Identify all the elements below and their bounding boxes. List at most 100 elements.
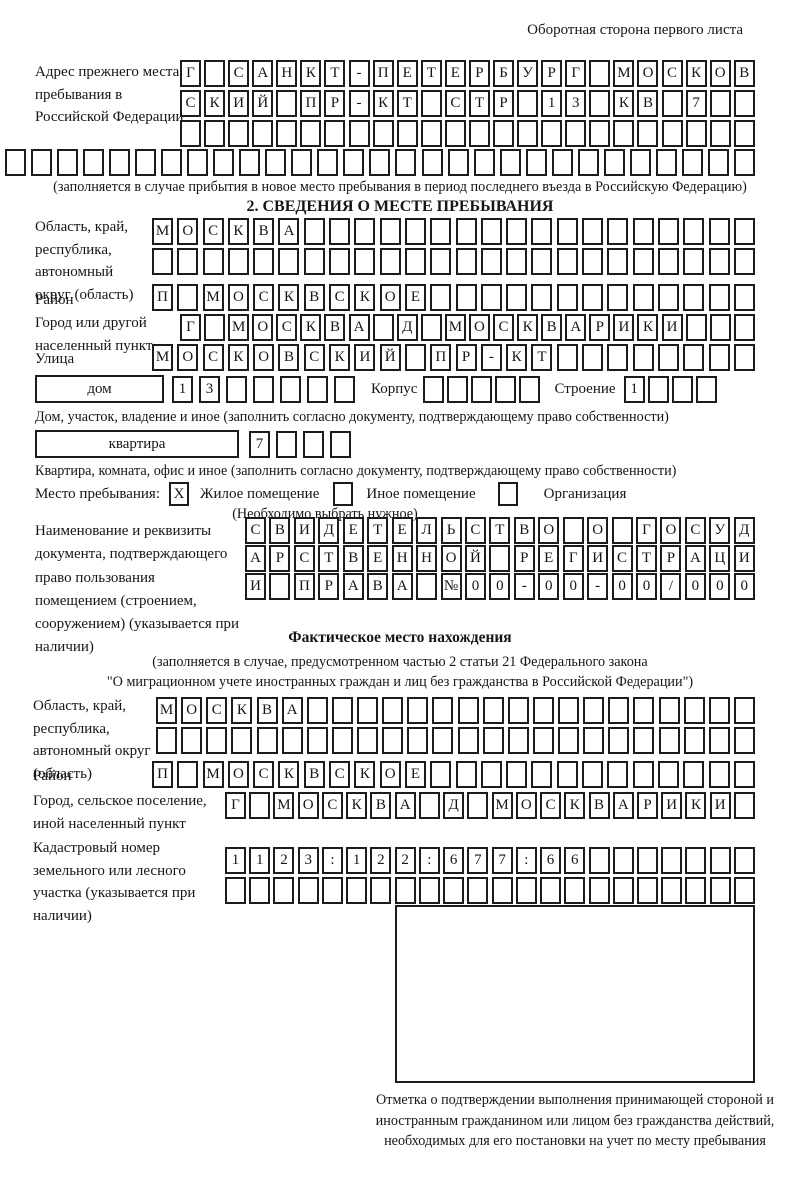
- char-box: [432, 727, 454, 754]
- char-box: [733, 727, 755, 754]
- confirmation-stamp-box: [395, 905, 755, 1083]
- char-box: О: [709, 60, 731, 87]
- char-box: С: [202, 344, 224, 371]
- char-box: [658, 697, 680, 724]
- char-box: В: [342, 545, 364, 572]
- char-box: [517, 120, 539, 147]
- char-box: [661, 847, 683, 874]
- char-box: [206, 727, 228, 754]
- char-box: [583, 697, 605, 724]
- char-box: М: [202, 761, 224, 788]
- char-box: 0: [709, 573, 731, 600]
- char-box: К: [300, 60, 322, 87]
- char-box: [421, 149, 443, 176]
- char-box: [354, 248, 376, 275]
- char-box: [541, 120, 563, 147]
- char-box: Д: [443, 792, 465, 819]
- char-box: [707, 149, 729, 176]
- char-box: [177, 284, 199, 311]
- char-box-row: [423, 375, 541, 403]
- char-box: К: [278, 761, 300, 788]
- char-box: Н: [276, 60, 298, 87]
- char-box: В: [513, 517, 535, 544]
- char-box: О: [253, 344, 275, 371]
- char-box: [506, 284, 528, 311]
- char-box: [493, 120, 515, 147]
- char-box: [357, 727, 378, 754]
- char-box: [372, 120, 394, 147]
- char-box: [556, 344, 578, 371]
- char-box: [661, 90, 683, 117]
- char-box: [657, 248, 679, 275]
- char-box: [457, 697, 479, 724]
- char-box: А: [342, 573, 364, 600]
- char-box: [432, 697, 454, 724]
- char-box: Г: [180, 60, 201, 87]
- char-box: [379, 248, 401, 275]
- char-box: О: [227, 284, 249, 311]
- char-box: [517, 90, 539, 117]
- char-box: К: [227, 344, 249, 371]
- char-box: [455, 761, 477, 788]
- char-box: В: [370, 792, 392, 819]
- char-box: [562, 517, 584, 544]
- char-box: С: [276, 314, 298, 341]
- char-box: [331, 697, 353, 724]
- char-box: К: [354, 284, 376, 311]
- char-box: Т: [324, 60, 346, 87]
- char-box: [588, 877, 610, 904]
- char-box: [303, 248, 325, 275]
- char-box: [661, 877, 683, 904]
- char-box: [632, 344, 654, 371]
- char-box: [329, 218, 351, 245]
- char-box: С: [180, 90, 201, 117]
- char-box: [633, 697, 655, 724]
- char-box: Е: [396, 60, 418, 87]
- char-box: 1: [172, 375, 193, 403]
- char-box: Т: [420, 60, 442, 87]
- char-box: [473, 149, 495, 176]
- char-box: О: [660, 517, 682, 544]
- char-box: [583, 727, 605, 754]
- prev-address-label: Адрес прежнего места пребывания в Россий…: [35, 64, 184, 125]
- char-box: Г: [562, 545, 584, 572]
- char-box: С: [321, 792, 343, 819]
- char-box: [300, 120, 322, 147]
- char-box: [647, 375, 669, 403]
- char-box: [265, 149, 287, 176]
- char-box: [369, 149, 391, 176]
- char-box: [180, 120, 201, 147]
- char-box: Т: [396, 90, 418, 117]
- char-box: 1: [541, 90, 563, 117]
- char-box: О: [177, 218, 199, 245]
- char-box: [343, 149, 365, 176]
- char-box: Д: [733, 517, 755, 544]
- char-box: В: [733, 60, 755, 87]
- char-box: К: [613, 90, 635, 117]
- char-box: [306, 697, 328, 724]
- char-box: [556, 761, 578, 788]
- char-box: [249, 877, 271, 904]
- char-box: И: [733, 545, 755, 572]
- char-box: О: [379, 761, 401, 788]
- char-box: [733, 284, 755, 311]
- char-box: И: [245, 573, 266, 600]
- stay-option-label: Жилое помещение: [200, 485, 320, 502]
- char-box: [531, 284, 553, 311]
- char-box: -: [480, 344, 502, 371]
- char-box: [657, 761, 679, 788]
- char-box: С: [540, 792, 562, 819]
- char-box: [733, 877, 755, 904]
- page-side-note: Оборотная сторона первого листа: [527, 22, 743, 38]
- char-box: [204, 314, 226, 341]
- char-box: [683, 727, 705, 754]
- char-box: [657, 344, 679, 371]
- char-box: С: [329, 284, 351, 311]
- stay-option-label: Организация: [543, 485, 627, 502]
- char-box: [430, 284, 452, 311]
- char-box: [582, 761, 604, 788]
- char-box: [608, 697, 630, 724]
- char-box: С: [329, 761, 351, 788]
